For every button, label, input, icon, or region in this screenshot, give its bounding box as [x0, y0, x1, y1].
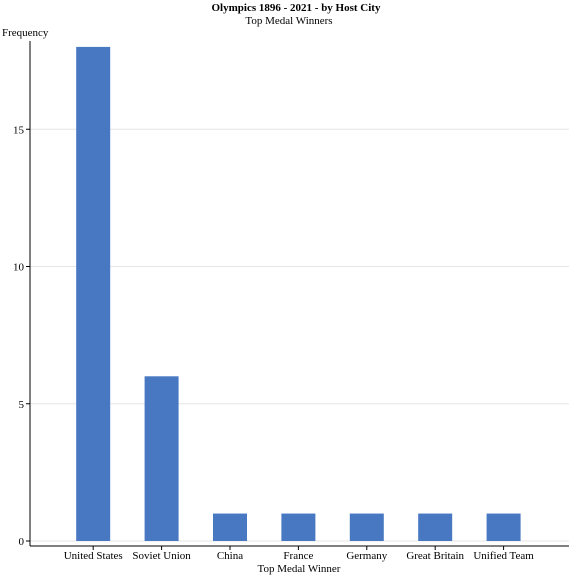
bar — [212, 513, 247, 541]
bar — [144, 376, 179, 541]
bar — [281, 513, 316, 541]
y-tick-label: 5 — [19, 399, 25, 411]
y-axis-label: Frequency — [2, 27, 49, 39]
y-tick-label: 10 — [13, 262, 25, 274]
bar — [418, 513, 453, 541]
x-tick-label: Germany — [346, 550, 387, 562]
chart-subtitle: Top Medal Winners — [245, 15, 332, 27]
bar — [486, 513, 521, 541]
x-tick-label: France — [283, 550, 313, 562]
x-tick-label: United States — [64, 550, 123, 562]
bar — [76, 46, 111, 542]
x-tick-label: China — [217, 550, 243, 562]
x-tick-label: Great Britain — [406, 550, 464, 562]
axes: 0 5 10 15 United States Soviet Union China Fran… — [13, 41, 569, 562]
x-tick-label: Soviet Union — [132, 550, 191, 562]
y-tick-label: 15 — [13, 124, 25, 136]
y-tick-label: 0 — [19, 536, 25, 548]
x-tick-label: Unified Team — [473, 550, 534, 562]
chart-title: Olympics 1896 - 2021 - by Host City — [212, 2, 381, 14]
bar — [349, 513, 384, 541]
x-axis-label: Top Medal Winner — [258, 563, 341, 575]
bars — [76, 46, 521, 542]
gridlines — [30, 128, 569, 542]
